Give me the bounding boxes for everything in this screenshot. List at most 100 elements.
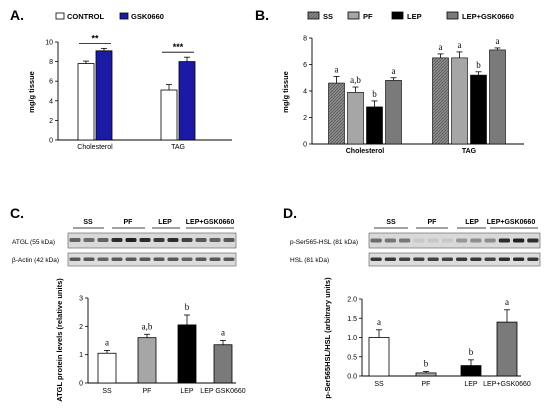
bar bbox=[213, 344, 233, 384]
blot-c-strip-atgl bbox=[67, 232, 237, 249]
significance-letter: a bbox=[377, 317, 381, 327]
panel-b-letter: B. bbox=[255, 7, 269, 23]
y-tick-label: 2 bbox=[303, 115, 307, 122]
blot-band bbox=[97, 257, 109, 261]
y-tick-label: 2 bbox=[49, 118, 53, 125]
legend-label: CONTROL bbox=[67, 12, 104, 21]
y-tick-label: 0 bbox=[49, 138, 53, 145]
blot-d-group-ss: SS bbox=[386, 219, 396, 226]
significance-letter: a bbox=[505, 297, 509, 307]
blot-band bbox=[498, 238, 510, 243]
blot-band bbox=[209, 238, 221, 242]
blot-d-label-hsl: HSL (81 kDa) bbox=[290, 257, 329, 264]
y-tick-label: 2 bbox=[79, 324, 83, 331]
blot-band bbox=[153, 257, 165, 261]
blot-band bbox=[441, 238, 453, 243]
y-tick-label: 3 bbox=[79, 296, 83, 303]
blot-d-strip-phsl bbox=[368, 232, 541, 249]
blot-band bbox=[69, 257, 81, 261]
y-tick-label: 6 bbox=[303, 62, 307, 69]
bar bbox=[95, 50, 113, 141]
blot-band bbox=[456, 238, 468, 243]
bar bbox=[489, 49, 506, 145]
bar bbox=[496, 321, 518, 377]
blot-band bbox=[513, 238, 525, 243]
blot-band bbox=[484, 238, 496, 243]
blot-panel-d: SS PF LEP LEP+GSK0660 p-Ser565-HSL (81 k… bbox=[290, 219, 541, 267]
x-category-label: SS bbox=[102, 388, 112, 395]
blot-band bbox=[153, 238, 165, 242]
significance-letter: b bbox=[185, 302, 190, 312]
blot-band bbox=[527, 257, 539, 261]
bar bbox=[77, 63, 95, 141]
x-category-label: LEP bbox=[464, 381, 478, 388]
blot-c-group-labels: SS PF LEP LEP+GSK0660 bbox=[83, 219, 234, 226]
blot-band bbox=[139, 257, 151, 261]
y-tick-label: 1.0 bbox=[347, 335, 357, 342]
blot-c-group-lepgsk: LEP+GSK0660 bbox=[186, 219, 235, 226]
significance-letter: a bbox=[439, 42, 443, 52]
significance-letter: a bbox=[496, 36, 500, 46]
blot-d-group-lep: LEP bbox=[465, 219, 479, 226]
blot-c-group-pf: PF bbox=[124, 219, 134, 226]
blot-d-strip-hsl bbox=[368, 252, 541, 267]
bar bbox=[347, 92, 364, 145]
blot-band bbox=[195, 238, 207, 242]
significance-letter: a bbox=[392, 66, 396, 76]
y-axis-title: p-Ser565HSL/HSL (arbitrary units) bbox=[323, 277, 332, 399]
significance-label: ** bbox=[91, 33, 99, 43]
blot-d-group-lepgsk: LEP+GSK0660 bbox=[487, 219, 536, 226]
chart-panel-a: 0 2 4 6 8 10 mg/g tissue Cholesterol ** TAG *** CON… bbox=[27, 12, 232, 151]
x-category-label: PF bbox=[143, 388, 152, 395]
blot-band bbox=[384, 257, 396, 261]
blot-c-label-actin: β-Actin (42 kDa) bbox=[12, 257, 59, 264]
blot-band bbox=[384, 238, 396, 243]
y-tick-label: 0 bbox=[79, 381, 83, 388]
significance-letter: a bbox=[458, 40, 462, 50]
y-tick-label: 8 bbox=[303, 36, 307, 43]
y-tick-label: 8 bbox=[49, 59, 53, 66]
bar bbox=[368, 337, 390, 377]
y-tick-label: 0.0 bbox=[347, 374, 357, 381]
y-tick-label: 4 bbox=[303, 89, 307, 96]
blot-d-label-phsl: p-Ser565-HSL (81 kDa) bbox=[290, 239, 358, 246]
significance-letter: a,b bbox=[142, 321, 153, 331]
panel-d-letter: D. bbox=[283, 205, 297, 221]
blot-band bbox=[399, 257, 411, 261]
blot-band bbox=[441, 257, 453, 261]
significance-letter: b bbox=[372, 89, 377, 99]
x-category-label: LEP+GSK0660 bbox=[483, 381, 531, 388]
blot-band bbox=[370, 238, 382, 243]
blot-c-strip-actin bbox=[67, 252, 237, 267]
legend-swatch bbox=[307, 11, 320, 20]
blot-band bbox=[413, 238, 425, 243]
x-category-label: LEP GSK0660 bbox=[200, 388, 246, 395]
x-category-label: Cholesterol bbox=[77, 144, 113, 151]
y-tick-label: 6 bbox=[49, 79, 53, 86]
bar bbox=[137, 337, 157, 384]
legend-label: PF bbox=[363, 12, 373, 21]
bar bbox=[415, 372, 437, 377]
bar bbox=[432, 57, 449, 145]
blot-band bbox=[498, 257, 510, 261]
y-tick-label: 2.0 bbox=[347, 297, 357, 304]
y-tick-label: 1 bbox=[79, 352, 83, 359]
blot-band bbox=[370, 257, 382, 261]
bar bbox=[160, 89, 178, 141]
blot-band bbox=[427, 238, 439, 243]
bar bbox=[328, 82, 345, 145]
blot-c-label-atgl: ATGL (55 kDa) bbox=[12, 239, 55, 246]
bar bbox=[460, 365, 482, 377]
blot-band bbox=[181, 257, 193, 261]
bar bbox=[97, 352, 117, 384]
significance-letter: b bbox=[469, 347, 474, 357]
blot-band bbox=[111, 257, 123, 261]
chart-panel-b: 0 2 4 6 8 mg/g tissue Cholesterol a a,b b a TAG a a b a… bbox=[281, 11, 524, 155]
blot-band bbox=[125, 238, 137, 242]
x-category-label: TAG bbox=[171, 144, 185, 151]
significance-letter: a,b bbox=[350, 75, 361, 85]
bar bbox=[178, 61, 196, 141]
blot-c-group-ss: SS bbox=[83, 219, 93, 226]
blot-band bbox=[470, 238, 482, 243]
